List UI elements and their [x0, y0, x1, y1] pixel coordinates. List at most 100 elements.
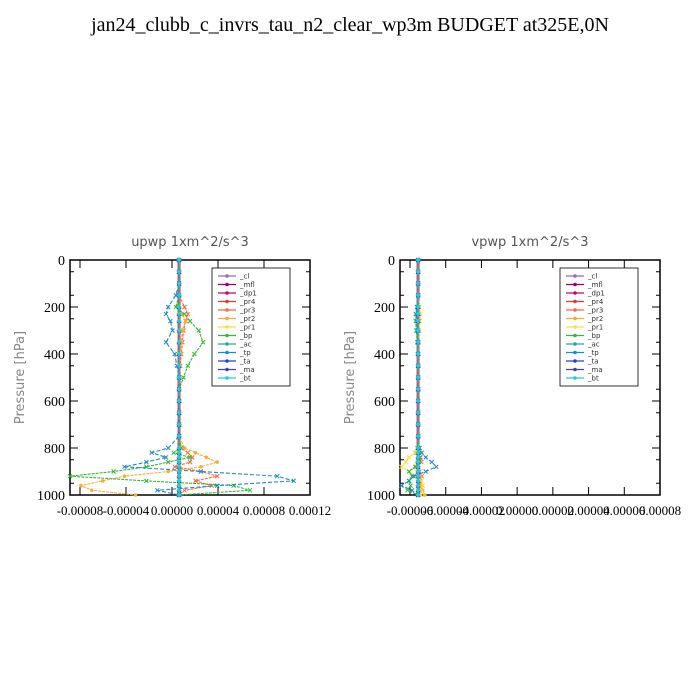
- data-point: [122, 464, 127, 470]
- y-tick-label: 1000: [367, 489, 395, 504]
- data-point: [67, 473, 73, 479]
- legend-marker: [573, 367, 577, 372]
- legend-entry: _pr1: [239, 324, 255, 332]
- x-tick-label: -0.00006: [387, 503, 434, 518]
- legend-marker: [225, 325, 229, 329]
- data-point: [176, 454, 182, 460]
- series-line-pr2: [79, 260, 219, 496]
- legend-marker: [573, 274, 577, 278]
- data-point: [100, 479, 105, 483]
- data-point: [415, 304, 421, 310]
- data-point: [204, 455, 209, 460]
- legend-marker: [225, 291, 229, 295]
- legend-marker: [573, 325, 577, 329]
- data-point: [163, 311, 169, 317]
- data-point: [165, 459, 171, 465]
- plot-title: upwp 1xm^2/s^3: [131, 235, 249, 250]
- y-tick-label: 200: [374, 301, 395, 316]
- data-point: [176, 410, 182, 416]
- legend-marker: [573, 291, 577, 295]
- data-point: [111, 469, 116, 474]
- data-point: [168, 318, 173, 324]
- legend-entry: _ma: [239, 366, 255, 374]
- y-axis-label: Pressure [hPa]: [343, 331, 358, 424]
- x-tick-label: 0.00008: [243, 503, 285, 518]
- data-point: [193, 450, 198, 455]
- data-point: [79, 483, 83, 488]
- x-tick-label: -0.00004: [103, 503, 150, 518]
- data-point: [193, 478, 198, 484]
- data-point: [176, 304, 182, 310]
- data-point: [199, 465, 203, 469]
- data-point: [399, 464, 404, 470]
- data-point: [408, 483, 413, 488]
- data-point: [192, 351, 197, 357]
- data-point: [214, 483, 220, 488]
- data-point: [409, 487, 415, 493]
- data-point: [415, 469, 421, 474]
- data-point: [176, 487, 182, 493]
- data-point: [415, 363, 421, 369]
- legend-marker: [225, 333, 229, 338]
- data-point: [172, 351, 178, 357]
- legend-entry: _pr4: [239, 298, 256, 306]
- legend-marker: [225, 299, 229, 304]
- legend-marker: [573, 299, 577, 304]
- data-point: [182, 311, 187, 317]
- data-point: [182, 304, 187, 310]
- x-tick-label: 0.00008: [639, 503, 681, 518]
- data-point: [176, 351, 182, 357]
- data-point: [165, 304, 171, 310]
- legend-entry: _mfl: [239, 281, 255, 289]
- data-point: [176, 473, 182, 479]
- data-point: [415, 483, 421, 489]
- legend-marker: [573, 350, 577, 355]
- data-point: [185, 363, 191, 369]
- data-point: [90, 488, 94, 493]
- data-point: [172, 464, 178, 470]
- data-point: [415, 454, 421, 460]
- data-point: [144, 478, 149, 484]
- data-point: [422, 493, 427, 497]
- legend-entry: _bp: [239, 332, 253, 340]
- legend-entry: _ta: [239, 358, 251, 366]
- data-point: [182, 487, 187, 493]
- legend-entry: _ac: [587, 341, 600, 349]
- legend-entry: _pr3: [587, 307, 603, 315]
- y-tick-label: 400: [374, 348, 395, 363]
- data-point: [406, 469, 412, 474]
- data-point: [176, 281, 182, 286]
- y-tick-label: 600: [44, 395, 65, 410]
- data-point: [185, 450, 191, 456]
- y-tick-label: 0: [388, 254, 395, 269]
- data-point: [415, 464, 421, 470]
- x-tick-label: 0.00000: [151, 503, 193, 518]
- data-point: [176, 433, 182, 439]
- legend-marker: [225, 359, 229, 363]
- data-point: [415, 375, 421, 380]
- data-point: [183, 319, 188, 323]
- series-line-bp: [69, 260, 251, 496]
- legend-entry: _tp: [239, 349, 251, 357]
- data-point: [122, 474, 127, 479]
- data-point: [420, 483, 426, 488]
- data-point: [176, 478, 182, 484]
- data-point: [176, 450, 182, 456]
- plot-title: vpwp 1xm^2/s^3: [471, 235, 588, 250]
- data-point: [187, 455, 193, 460]
- data-point: [399, 483, 404, 488]
- legend-entry: _ma: [587, 366, 603, 374]
- data-point: [415, 269, 421, 275]
- data-point: [415, 473, 421, 479]
- data-point: [415, 318, 421, 324]
- legend-marker: [225, 342, 229, 346]
- data-point: [176, 464, 182, 470]
- data-point: [176, 386, 182, 392]
- upwp-panel: upwp 1xm^2/s^3 Pressure [hPa] 0 200 400 600 80…: [13, 235, 331, 518]
- legend-marker: [573, 359, 577, 363]
- data-point: [165, 445, 171, 451]
- legend-entry: _pr4: [587, 298, 604, 306]
- x-tick-label: -0.00002: [458, 503, 505, 518]
- legend-entry: _pr2: [239, 315, 255, 323]
